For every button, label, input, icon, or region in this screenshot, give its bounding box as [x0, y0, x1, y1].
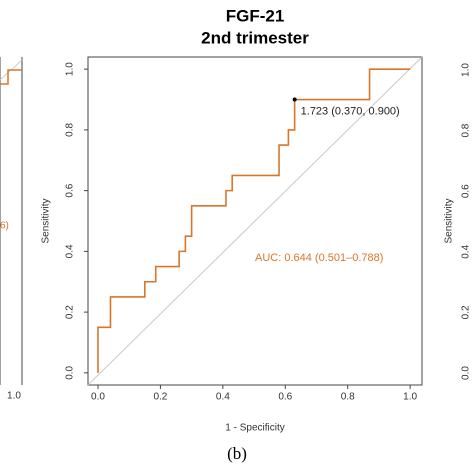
- right-fragment-tick: 0.2: [461, 305, 472, 319]
- chart-subtitle: 2nd trimester: [201, 28, 309, 47]
- right-fragment-tick: 1.0: [461, 63, 472, 77]
- right-fragment-label: Sensitivity: [444, 198, 455, 243]
- threshold-label: 1.723 (0.370, 0.900): [301, 105, 400, 117]
- x-tick-label: 0.0: [91, 392, 105, 403]
- chart-title: FGF-21: [226, 6, 285, 25]
- threshold-point: [292, 97, 297, 102]
- left-fragment-tick: 1.0: [7, 391, 21, 402]
- y-tick-label: 0.4: [65, 244, 76, 258]
- x-axis-label: 1 - Specificity: [225, 423, 284, 434]
- y-tick-label: 0.0: [65, 365, 76, 379]
- x-tick-label: 0.4: [216, 392, 230, 403]
- right-fragment-tick: 0.8: [461, 123, 472, 137]
- y-tick-label: 0.8: [65, 123, 76, 137]
- y-axis-label: Sensitivity: [41, 198, 52, 243]
- roc-curve: [97, 68, 411, 373]
- right-fragment-tick: 0.4: [461, 244, 472, 258]
- auc-label: AUC: 0.644 (0.501–0.788): [255, 252, 383, 264]
- y-tick-label: 1.0: [65, 62, 76, 76]
- right-fragment-tick: 0.0: [461, 366, 472, 380]
- left-fragment-annotation: 6): [0, 221, 9, 232]
- x-tick-label: 0.2: [153, 392, 167, 403]
- reference-line: [87, 56, 423, 386]
- y-tick-label: 0.2: [65, 305, 76, 319]
- x-tick-label: 0.6: [278, 392, 292, 403]
- x-tick-label: 1.0: [403, 392, 417, 403]
- y-tick-label: 0.6: [65, 183, 76, 197]
- plot-frame: [87, 56, 423, 386]
- x-tick-label: 0.8: [341, 392, 355, 403]
- right-fragment-tick: 0.6: [461, 184, 472, 198]
- left-panel-curve: [0, 69, 22, 85]
- caption: (b): [227, 444, 247, 463]
